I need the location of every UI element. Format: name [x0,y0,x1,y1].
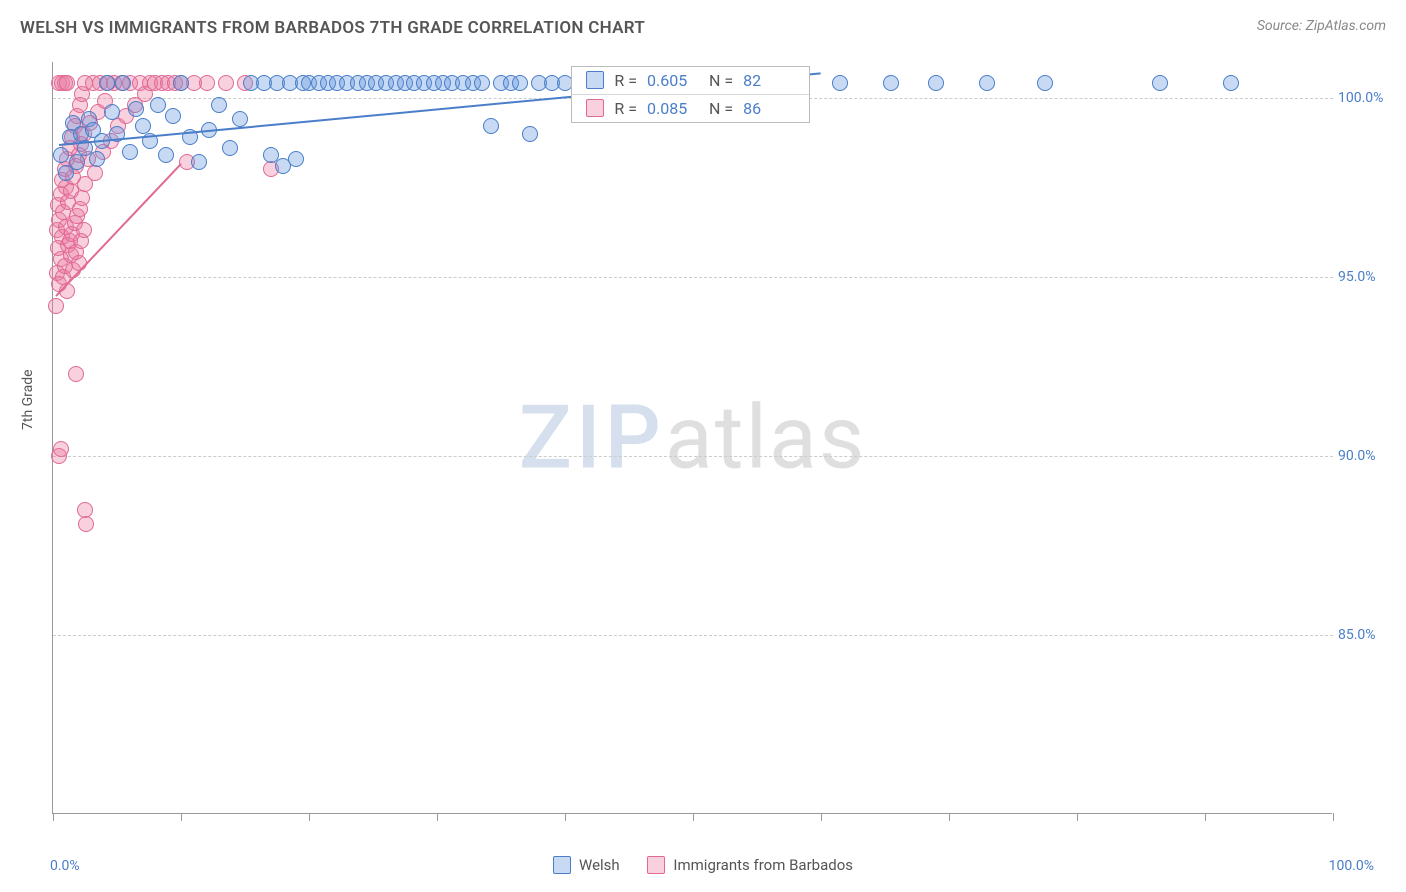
stats-r-label: R = [614,99,637,118]
gridline [53,456,1333,457]
stats-r-value: 0.085 [647,99,699,118]
x-tick [1077,813,1078,821]
legend-swatch-welsh [553,856,571,874]
stats-swatch-barbados [586,99,604,117]
x-tick [1333,813,1334,821]
watermark-atlas: atlas [665,386,866,489]
marker-barbados [71,255,87,271]
x-tick [181,813,182,821]
marker-welsh [288,151,304,167]
marker-welsh [89,151,105,167]
stats-swatch-welsh [586,71,604,89]
x-tick [565,813,566,821]
stats-row-welsh: R = 0.605 N = 82 [572,67,809,95]
x-tick [693,813,694,821]
watermark-zip: ZIP [519,386,665,489]
plot-container: ZIPatlas 85.0%90.0%95.0%100.0%R =0.605N … [52,62,1372,814]
legend-item-barbados: Immigrants from Barbados [647,856,853,874]
stats-n-value: 82 [743,71,795,90]
marker-welsh [69,154,85,170]
stats-box: R = 0.605 N = 82 R = 0.085 N = 86 [571,66,810,123]
legend: Welsh Immigrants from Barbados [0,856,1406,878]
x-tick [437,813,438,821]
legend-item-welsh: Welsh [553,856,620,874]
marker-welsh [158,147,174,163]
stats-n-label: N = [709,99,733,118]
stats-n-value: 86 [743,99,795,118]
marker-welsh [173,75,189,91]
marker-welsh [165,108,181,124]
legend-label-barbados: Immigrants from Barbados [673,856,853,874]
watermark: ZIPatlas [519,386,867,489]
marker-welsh [128,101,144,117]
marker-welsh [115,75,131,91]
marker-welsh [522,126,538,142]
marker-welsh [928,75,944,91]
marker-welsh [191,154,207,170]
stats-n-label: N = [709,71,733,90]
x-tick [309,813,310,821]
y-tick-label: 100.0% [1338,90,1390,106]
source-attribution: Source: ZipAtlas.com [1257,18,1386,34]
marker-welsh [883,75,899,91]
x-tick [949,813,950,821]
stats-r-label: R = [614,71,637,90]
marker-welsh [99,75,115,91]
marker-welsh [222,140,238,156]
gridline [53,635,1333,636]
marker-welsh [150,97,166,113]
marker-welsh [53,147,69,163]
marker-welsh [232,111,248,127]
marker-barbados [59,75,75,91]
marker-welsh [122,144,138,160]
legend-swatch-barbados [647,856,665,874]
marker-barbados [78,516,94,532]
marker-welsh [104,104,120,120]
chart-title: WELSH VS IMMIGRANTS FROM BARBADOS 7TH GR… [20,18,645,38]
marker-welsh [1152,75,1168,91]
marker-welsh [832,75,848,91]
legend-label-welsh: Welsh [579,856,620,874]
gridline [53,277,1333,278]
x-tick [821,813,822,821]
x-tick [53,813,54,821]
marker-barbados [53,441,69,457]
marker-welsh [474,75,490,91]
x-tick [1205,813,1206,821]
marker-welsh [211,97,227,113]
marker-barbados [68,366,84,382]
marker-barbados [74,190,90,206]
plot-area: ZIPatlas 85.0%90.0%95.0%100.0%R =0.605N … [52,62,1332,814]
stats-r-value: 0.605 [647,71,699,90]
y-tick-label: 95.0% [1338,269,1390,285]
marker-barbados [76,222,92,238]
marker-barbados [199,75,215,91]
marker-welsh [483,118,499,134]
y-axis-title: 7th Grade [20,369,36,430]
marker-barbados [87,165,103,181]
y-tick-label: 90.0% [1338,448,1390,464]
marker-barbados [218,75,234,91]
marker-welsh [1037,75,1053,91]
stats-row-barbados: R = 0.085 N = 86 [572,95,809,122]
y-tick-label: 85.0% [1338,627,1390,643]
marker-welsh [979,75,995,91]
marker-welsh [512,75,528,91]
marker-welsh [1223,75,1239,91]
marker-barbados [48,298,64,314]
